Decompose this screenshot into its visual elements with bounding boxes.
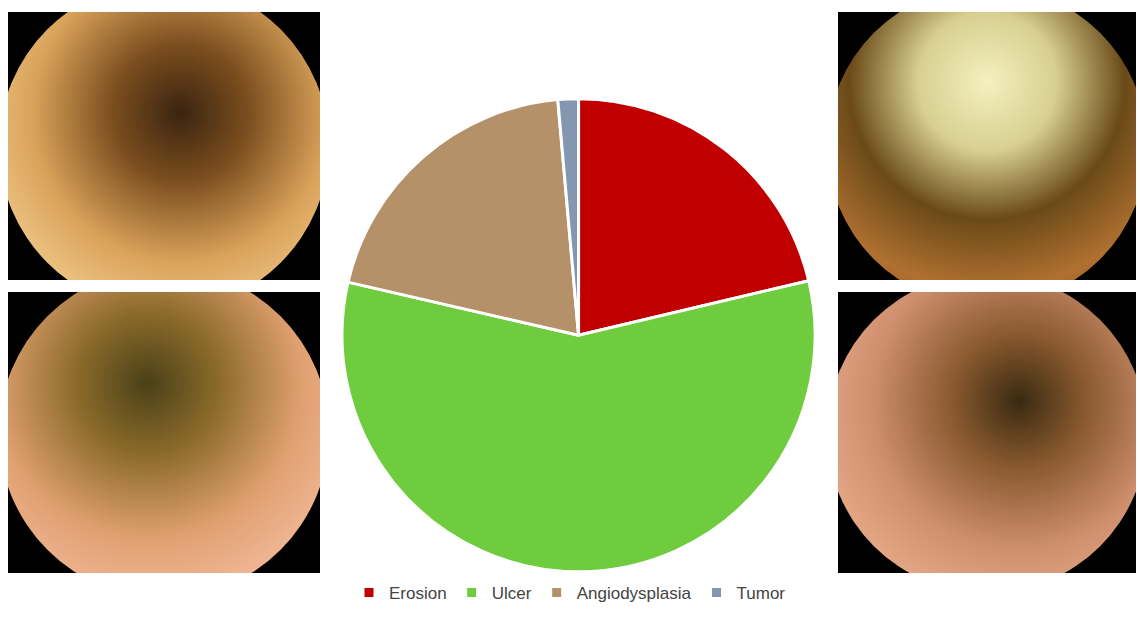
svg-text:Tumor: Tumor bbox=[737, 584, 786, 603]
svg-text:Angiodysplasia: Angiodysplasia bbox=[577, 584, 692, 603]
svg-text:Erosion: Erosion bbox=[389, 584, 447, 603]
svg-text:Ulcer: Ulcer bbox=[492, 584, 532, 603]
